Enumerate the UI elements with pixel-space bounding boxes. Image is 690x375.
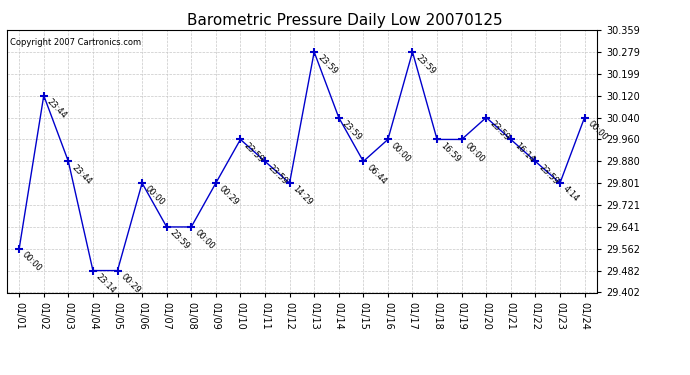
Text: 23:59: 23:59 [488,119,511,142]
Text: 23:59: 23:59 [537,163,560,186]
Text: 00:00: 00:00 [144,184,167,208]
Text: 06:44: 06:44 [365,163,388,186]
Text: 23:59: 23:59 [241,141,265,164]
Text: 23:44: 23:44 [45,97,68,120]
Text: 23:14: 23:14 [95,272,117,295]
Text: 23:59: 23:59 [340,119,364,142]
Text: 23:59: 23:59 [168,228,191,252]
Text: 16:14: 16:14 [512,141,535,164]
Text: 00:29: 00:29 [119,272,142,295]
Text: 23:59: 23:59 [315,53,339,76]
Text: 00:00: 00:00 [586,119,609,142]
Text: 00:00: 00:00 [193,228,216,252]
Text: 00:00: 00:00 [389,141,413,164]
Text: 23:44: 23:44 [70,163,93,186]
Text: 14:29: 14:29 [291,184,314,208]
Text: Barometric Pressure Daily Low 20070125: Barometric Pressure Daily Low 20070125 [187,13,503,28]
Text: 23:59: 23:59 [414,53,437,76]
Text: 16:59: 16:59 [438,141,462,164]
Text: Copyright 2007 Cartronics.com: Copyright 2007 Cartronics.com [10,38,141,47]
Text: 4:14: 4:14 [562,184,581,204]
Text: 00:00: 00:00 [21,250,43,273]
Text: 23:59: 23:59 [266,163,290,186]
Text: 00:29: 00:29 [217,184,240,208]
Text: 00:00: 00:00 [463,141,486,164]
